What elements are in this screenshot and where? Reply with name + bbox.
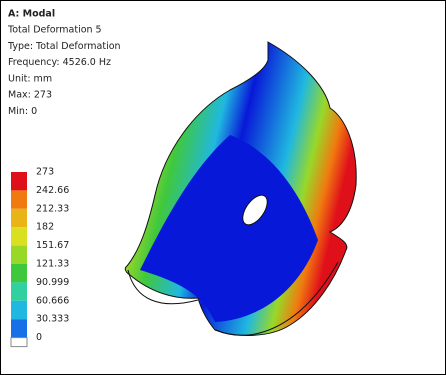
legend-swatch xyxy=(11,209,27,227)
legend-label: 60.666 xyxy=(36,295,69,306)
viewport: A: Modal Total Deformation 5 Type: Total D… xyxy=(0,0,446,375)
legend-swatch xyxy=(11,319,27,337)
header: A: Modal Total Deformation 5 Type: Total D… xyxy=(7,9,121,118)
legend: 273 242.66 212.33 182 151.67 121.33 90.999 60.6… xyxy=(11,167,69,347)
legend-label: 0 xyxy=(36,332,42,343)
legend-swatch xyxy=(11,246,27,264)
legend-label: 151.67 xyxy=(36,240,69,251)
legend-label: 242.66 xyxy=(36,185,69,196)
header-line: Frequency: 4526.0 Hz xyxy=(8,57,111,68)
legend-label: 212.33 xyxy=(36,203,69,214)
legend-swatch xyxy=(11,227,27,245)
legend-label: 30.333 xyxy=(36,314,69,325)
legend-label: 90.999 xyxy=(36,277,69,288)
header-line: Unit: mm xyxy=(8,73,52,84)
legend-swatch xyxy=(11,301,27,319)
header-title: A: Modal xyxy=(8,9,55,20)
legend-swatch xyxy=(11,282,27,300)
model xyxy=(125,42,356,335)
legend-swatch xyxy=(11,190,27,208)
header-line: Min: 0 xyxy=(8,106,37,117)
header-line: Max: 273 xyxy=(8,90,52,101)
header-line: Total Deformation 5 xyxy=(7,25,102,36)
legend-label: 273 xyxy=(36,167,54,178)
legend-swatch xyxy=(11,172,27,190)
legend-label: 182 xyxy=(36,222,54,233)
legend-swatch xyxy=(11,264,27,282)
header-line: Type: Total Deformation xyxy=(7,41,121,52)
screenshot: A: Modal Total Deformation 5 Type: Total D… xyxy=(0,0,446,375)
legend-min xyxy=(11,338,27,347)
legend-label: 121.33 xyxy=(36,259,69,270)
